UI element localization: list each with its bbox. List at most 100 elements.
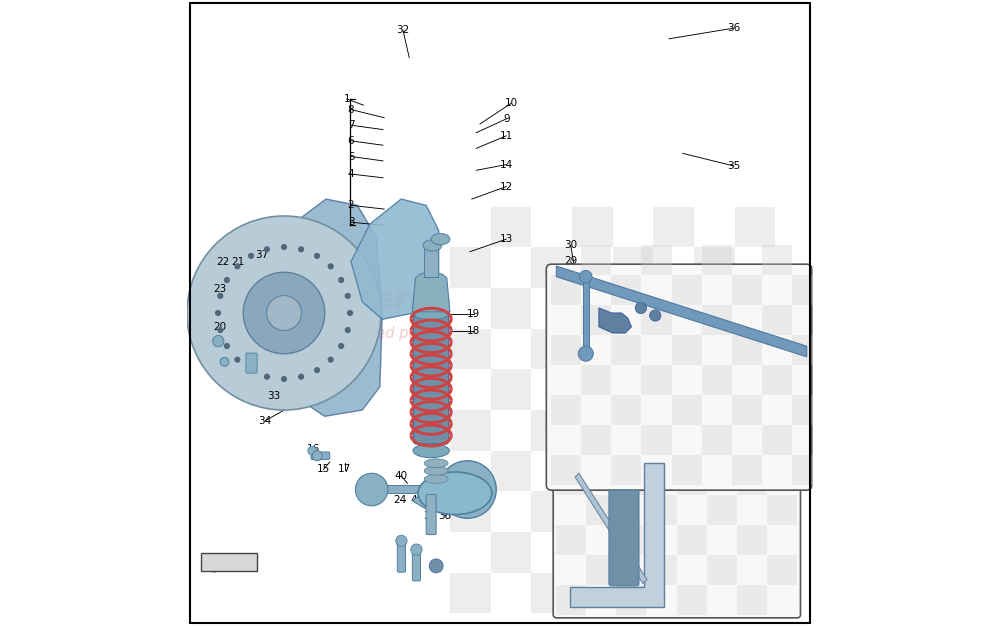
Bar	[702, 365, 732, 395]
FancyBboxPatch shape	[246, 353, 257, 373]
Bar	[735, 369, 775, 410]
Circle shape	[213, 336, 224, 347]
Bar	[581, 245, 611, 275]
Bar	[672, 395, 702, 425]
Bar	[702, 425, 732, 455]
Circle shape	[328, 264, 334, 269]
Bar	[613, 329, 653, 369]
Bar	[792, 275, 822, 305]
Bar	[641, 365, 672, 395]
Circle shape	[578, 346, 593, 361]
Text: 21: 21	[232, 257, 245, 267]
Ellipse shape	[424, 459, 448, 468]
Bar	[616, 585, 646, 615]
Bar	[450, 247, 491, 288]
Bar	[586, 495, 616, 525]
Text: 27: 27	[615, 336, 629, 346]
Bar	[653, 451, 694, 491]
Bar	[556, 585, 586, 615]
Circle shape	[314, 253, 320, 259]
Bar	[551, 395, 581, 425]
Polygon shape	[412, 491, 467, 508]
Circle shape	[650, 310, 661, 321]
Polygon shape	[599, 308, 631, 333]
Text: 18: 18	[467, 326, 480, 336]
Bar	[581, 425, 611, 455]
Bar	[586, 555, 616, 585]
Text: copyrighted parts: copyrighted parts	[307, 326, 437, 341]
Circle shape	[224, 277, 230, 283]
Text: subleria: subleria	[302, 286, 441, 315]
Circle shape	[243, 272, 325, 354]
Circle shape	[347, 310, 353, 316]
Bar	[702, 305, 732, 335]
Text: 8: 8	[348, 105, 354, 115]
Bar	[491, 451, 531, 491]
Bar	[531, 573, 572, 613]
Text: 24: 24	[393, 495, 406, 505]
Bar	[551, 335, 581, 365]
Bar	[653, 369, 694, 410]
Polygon shape	[351, 199, 439, 319]
Bar	[792, 395, 822, 425]
Bar	[450, 329, 491, 369]
Text: 31: 31	[559, 334, 572, 344]
Bar	[762, 305, 792, 335]
Bar	[646, 495, 677, 525]
Bar	[737, 585, 767, 615]
Bar	[677, 525, 707, 555]
Bar	[762, 245, 792, 275]
Bar	[694, 329, 735, 369]
Bar	[732, 395, 762, 425]
Circle shape	[215, 310, 221, 316]
Bar	[556, 464, 586, 495]
Bar	[491, 288, 531, 329]
Bar	[641, 425, 672, 455]
Bar	[767, 495, 797, 525]
Bar	[694, 573, 735, 613]
Circle shape	[411, 544, 422, 555]
FancyBboxPatch shape	[424, 244, 438, 277]
Text: 2: 2	[348, 200, 354, 210]
Bar	[491, 532, 531, 573]
Ellipse shape	[424, 475, 448, 483]
Circle shape	[355, 473, 388, 506]
Circle shape	[220, 357, 229, 366]
Text: 14: 14	[500, 160, 513, 170]
Text: 40: 40	[411, 495, 424, 505]
Bar	[653, 532, 694, 573]
Text: 38: 38	[438, 511, 452, 521]
Bar	[450, 491, 491, 532]
Bar	[613, 573, 653, 613]
Polygon shape	[295, 199, 382, 416]
Circle shape	[224, 343, 230, 349]
Bar	[677, 585, 707, 615]
Circle shape	[187, 216, 381, 410]
FancyBboxPatch shape	[553, 446, 800, 618]
Circle shape	[312, 451, 322, 461]
Bar	[581, 365, 611, 395]
Bar	[694, 247, 735, 288]
Text: 29: 29	[564, 256, 577, 266]
Text: 25: 25	[756, 317, 770, 327]
Circle shape	[429, 559, 443, 573]
Ellipse shape	[423, 240, 442, 251]
Bar	[707, 495, 737, 525]
Text: 9: 9	[503, 114, 510, 124]
Ellipse shape	[413, 306, 449, 320]
Bar	[646, 434, 677, 464]
Polygon shape	[372, 485, 442, 493]
Circle shape	[308, 446, 317, 455]
Bar	[572, 451, 613, 491]
Text: 15: 15	[317, 464, 330, 475]
Bar	[767, 434, 797, 464]
FancyBboxPatch shape	[414, 298, 449, 444]
Circle shape	[264, 246, 270, 252]
Circle shape	[217, 327, 223, 333]
Bar	[672, 455, 702, 485]
Bar	[611, 395, 641, 425]
Bar	[732, 335, 762, 365]
Ellipse shape	[424, 466, 448, 475]
Text: 13: 13	[500, 234, 513, 244]
Text: 16: 16	[413, 303, 426, 313]
